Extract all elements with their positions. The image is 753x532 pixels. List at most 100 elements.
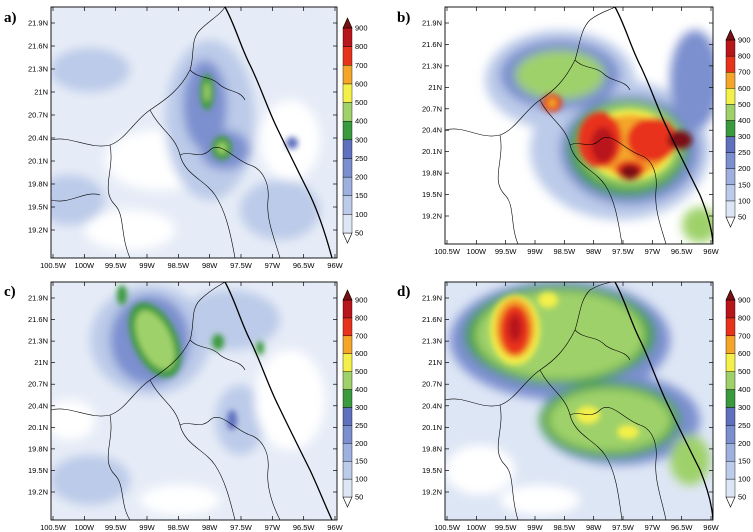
y-tick-label: 19.5N [28,466,48,475]
coastline-d [614,282,713,520]
colorbar-swatch [342,425,353,444]
x-tick-label: 100.5W [434,247,461,256]
colorbar-label: 500 [738,367,751,376]
map-panel-d: d) [397,281,720,532]
colorbar-label: 900 [355,296,368,305]
colorbar-label: 800 [355,42,368,51]
x-tick-label: 96.5W [671,247,694,256]
colorbar-swatch [725,478,736,498]
colorbar-swatch [342,83,353,103]
colorbar-swatch [342,443,353,462]
colorbar-label: 150 [355,191,368,200]
x-tick-label: 97.5W [230,523,253,532]
colorbar-label: 900 [738,296,751,305]
colorbar-swatch [725,88,736,105]
map-panel-a: a) [4,6,344,270]
precip-field-b [445,7,713,244]
x-tick-label: 98W [586,523,602,532]
colorbar-swatch [342,214,353,234]
y-tick-label: 19.2N [28,488,48,497]
y-tick-label: 19.8N [28,444,48,453]
colorbar-label: 100 [738,196,751,205]
state-borders-b [445,7,667,244]
colorbar-label: 250 [355,154,368,163]
colorbar-c: 50 100 150 200 250 300 400 500 600 700 800 900 [342,289,368,508]
x-tick-label: 96.5W [293,523,316,532]
colorbar-label: 300 [355,403,368,412]
y-tick-label: 20.7N [422,104,442,113]
y-tick-label: 19.2N [28,226,48,235]
coastline-b [614,7,713,244]
colorbar-swatch [725,289,736,301]
precip-field-c [51,282,337,520]
colorbar-swatch [725,425,736,444]
x-tick-label: 100W [467,523,488,532]
colorbar-label: 250 [738,421,751,430]
colorbar-label: 600 [355,349,368,358]
x-tick-label: 98.5W [167,523,190,532]
y-tick-label: 21N [428,83,442,92]
colorbar-label: 250 [355,421,368,430]
colorbar-swatch [725,317,736,337]
colorbar-swatch [342,407,353,426]
x-tick-label: 97W [645,523,661,532]
x-tick-label: 99.5W [105,261,128,270]
colorbar-label: 50 [738,493,746,502]
colorbar-swatch [342,139,353,159]
y-tick-label: 19.2N [422,212,442,221]
coastline-a [224,7,333,258]
colorbar-swatch [342,289,353,301]
x-tick-label: 97W [265,261,281,270]
y-tick-label: 20.7N [28,111,48,120]
x-tick-label: 99W [527,523,543,532]
x-tick-label: 100.5W [434,523,461,532]
colorbar-swatch [342,27,353,47]
y-tick-label: 21.3N [28,65,48,74]
y-tick-label: 20.1N [422,147,442,156]
colorbar-label: 800 [355,313,368,322]
y-tick-label: 19.2N [422,488,442,497]
x-tick-label: 97.5W [230,261,253,270]
colorbar-swatch [725,335,736,354]
colorbar-label: 700 [355,331,368,340]
colorbar-swatch [342,158,353,178]
y-tick-label: 21.9N [422,19,442,28]
state-borders-c [51,282,281,520]
y-tick-label: 20.4N [28,134,48,143]
y-tick-label: 21N [34,88,48,97]
colorbar-swatch [725,136,736,153]
colorbar-label: 300 [355,135,368,144]
y-tick-label: 21.6N [28,42,48,51]
precip-field-a [51,7,337,258]
y-tick-label: 20.4N [28,401,48,410]
x-tick-label: 99W [527,247,543,256]
colorbar-swatch [342,299,353,319]
x-tick-label: 96W [327,261,343,270]
y-tick-label: 20.1N [28,423,48,432]
colorbar-swatch [342,478,353,498]
x-tick-label: 99W [139,523,155,532]
x-tick-label: 100.5W [40,261,67,270]
y-tick-label: 21.3N [422,61,442,70]
y-tick-label: 21N [428,358,442,367]
x-tick-label: 96.5W [293,261,316,270]
colorbar-label: 700 [738,331,751,340]
y-tick-label: 19.5N [422,190,442,199]
colorbar-label: 100 [355,475,368,484]
colorbar-label: 150 [738,457,751,466]
colorbar-label: 100 [738,475,751,484]
y-tick-label: 19.5N [28,203,48,212]
x-tick-label: 98W [586,247,602,256]
colorbar-label: 150 [738,180,751,189]
colorbar-swatch [342,46,353,66]
y-tick-label: 21.9N [422,294,442,303]
x-tick-label: 100.5W [40,523,67,532]
x-tick-label: 96W [327,523,343,532]
y-tick-label: 20.4N [422,126,442,135]
x-tick-label: 98W [202,261,218,270]
colorbar-swatch [725,353,736,372]
y-tick-label: 21.9N [28,294,48,303]
colorbar-label: 300 [738,132,751,141]
colorbar-label: 600 [355,79,368,88]
